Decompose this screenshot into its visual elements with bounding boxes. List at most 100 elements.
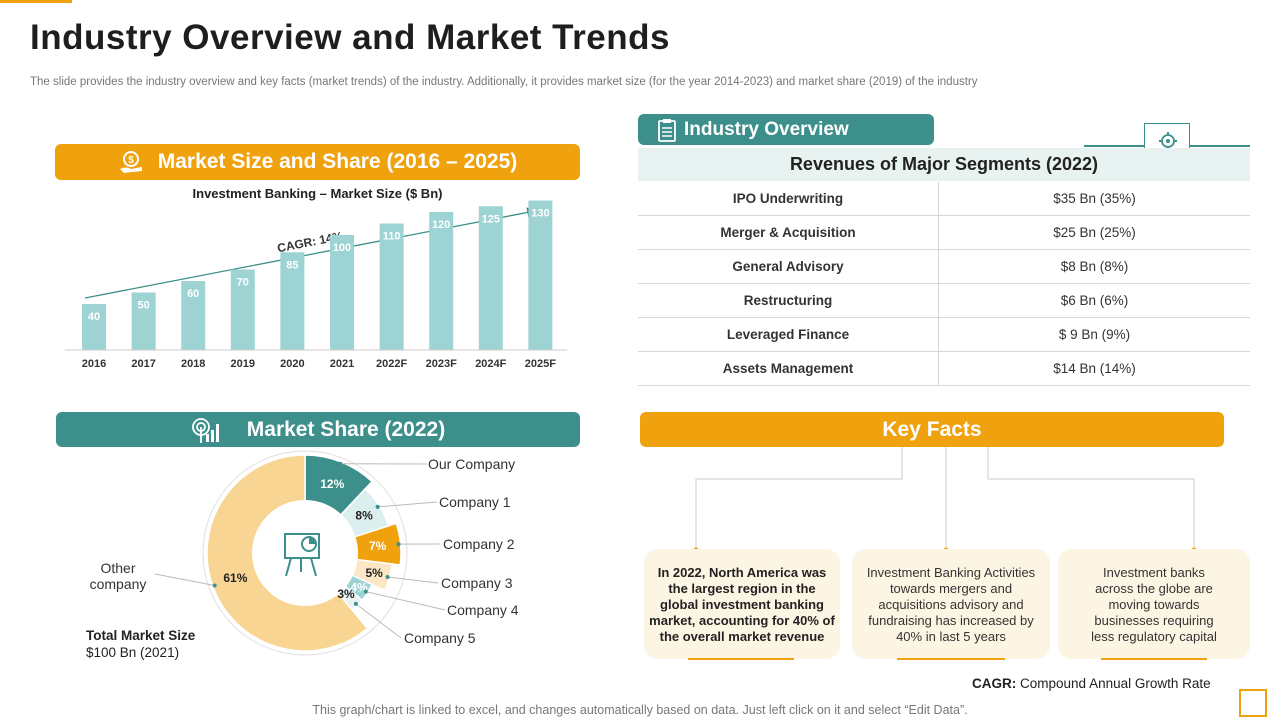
slice-value-label: 12% [320, 477, 344, 491]
table-row: Assets Management $14 Bn (14%) [638, 351, 1250, 386]
leader-dot [375, 504, 380, 509]
slice-value-label: 5% [365, 566, 383, 580]
x-tick-label: 2024F [475, 358, 506, 370]
leader-dot [396, 542, 401, 547]
market-size-banner-label: Market Size and Share (2016 – 2025) [157, 150, 518, 173]
legend-company-4: Company 4 [447, 602, 519, 618]
legend-company-5: Company 5 [404, 630, 476, 646]
leader-dot [385, 574, 390, 579]
leader-dot [363, 589, 368, 594]
total-market-size-value: $100 Bn (2021) [86, 645, 180, 660]
table-row: General Advisory $8 Bn (8%) [638, 249, 1250, 284]
x-tick-label: 2017 [131, 358, 155, 370]
leader-dot [212, 583, 217, 588]
key-fact-underline-3 [1101, 658, 1207, 660]
x-tick-label: 2025F [525, 358, 556, 370]
segment-name: IPO Underwriting [638, 182, 939, 216]
clipboard-icon [658, 118, 676, 142]
bar-value-label: 120 [432, 219, 450, 231]
donut-hole [252, 500, 358, 606]
cagr-definition-label: CAGR: [972, 676, 1017, 691]
segment-revenue: $25 Bn (25%) [938, 215, 1250, 250]
segment-name: Leveraged Finance [638, 317, 939, 352]
bar-2019 [230, 269, 255, 350]
cagr-definition: CAGR: Compound Annual Growth Rate [972, 676, 1211, 691]
leader-dot [338, 461, 343, 466]
bar-2023F [429, 212, 454, 350]
table-row: Merger & Acquisition $25 Bn (25%) [638, 215, 1250, 250]
target-chart-icon [191, 417, 219, 443]
legend-other-company: Other company [89, 560, 147, 592]
slice-value-label: 3% [337, 587, 355, 601]
bar-2022F [379, 223, 404, 350]
key-fact-underline-2 [897, 658, 1005, 660]
market-size-bar-chart: CAGR: 14% 402016502017602018702019852020… [65, 200, 567, 370]
key-facts-banner-label: Key Facts [882, 417, 982, 441]
bar-value-label: 110 [383, 231, 401, 243]
industry-overview-banner: Industry Overview [638, 114, 934, 145]
footer-note: This graph/chart is linked to excel, and… [312, 703, 968, 717]
key-fact-card-3: Investment banks across the globe are mo… [1058, 549, 1250, 659]
key-fact-text: Investment Banking Activities towards me… [866, 565, 1036, 644]
x-tick-label: 2021 [330, 358, 354, 370]
bar-value-label: 85 [286, 259, 298, 271]
table-row: Leveraged Finance $ 9 Bn (9%) [638, 317, 1250, 352]
key-fact-underline-1 [688, 658, 794, 660]
cagr-trend-arrow [84, 207, 538, 299]
leader-line [365, 591, 446, 611]
table-row: Restructuring $6 Bn (6%) [638, 283, 1250, 318]
segment-revenue: $ 9 Bn (9%) [938, 317, 1250, 352]
legend-company-3: Company 3 [441, 575, 513, 591]
bar-value-label: 70 [237, 277, 249, 289]
x-tick-label: 2018 [181, 358, 205, 370]
key-facts-connectors [693, 447, 1197, 553]
market-size-banner: $ Market Size and Share (2016 – 2025) [55, 144, 580, 180]
top-accent-line [0, 0, 72, 3]
leader-line [387, 576, 439, 584]
x-tick-label: 2022F [376, 358, 407, 370]
bar-2016 [82, 304, 106, 350]
svg-text:$: $ [128, 155, 134, 166]
table-row: IPO Underwriting $35 Bn (35%) [638, 182, 1250, 216]
leader-line [355, 603, 402, 639]
bar-value-label: 50 [137, 300, 149, 312]
bar-value-label: 60 [187, 288, 199, 300]
segment-revenue: $6 Bn (6%) [938, 283, 1250, 318]
key-facts-banner: Key Facts [640, 412, 1224, 447]
industry-overview-banner-label: Industry Overview [684, 118, 849, 140]
segment-name: Merger & Acquisition [638, 215, 939, 250]
bar-2018 [181, 281, 206, 350]
money-hand-icon: $ [119, 151, 142, 173]
market-share-banner-label: Market Share (2022) [246, 417, 446, 441]
presentation-board-icon [284, 533, 320, 577]
segments-table: IPO Underwriting $35 Bn (35%) Merger & Ac… [638, 182, 1250, 386]
segment-revenue: $8 Bn (8%) [938, 249, 1250, 284]
slice-value-label: 7% [369, 539, 387, 553]
key-fact-card-2: Investment Banking Activities towards me… [852, 549, 1050, 659]
segment-name: Restructuring [638, 283, 939, 318]
leader-line [154, 573, 215, 587]
slice-value-label: 61% [223, 571, 247, 585]
bar-2025F [528, 200, 553, 350]
segment-revenue: $35 Bn (35%) [938, 182, 1250, 216]
segment-revenue: $14 Bn (14%) [938, 351, 1250, 386]
total-market-size-label: Total Market Size [86, 628, 196, 643]
page-subtitle: The slide provides the industry overview… [30, 76, 978, 88]
bar-chart-title: Investment Banking – Market Size ($ Bn) [192, 186, 443, 201]
x-tick-label: 2020 [280, 358, 304, 370]
bar-2020 [280, 252, 305, 350]
market-share-donut-chart: 12% 8% 7% 5%4%3% 61% [154, 450, 446, 656]
x-tick-label: 2019 [231, 358, 255, 370]
donut-outer-ring [202, 450, 408, 656]
leader-dot [353, 601, 358, 606]
key-fact-card-1: In 2022, North America was the largest r… [644, 549, 840, 659]
slice-value-label: 4% [350, 580, 368, 594]
bar-2021 [330, 235, 354, 350]
x-tick-label: 2023F [426, 358, 457, 370]
corner-square [1239, 689, 1267, 717]
segment-name: Assets Management [638, 351, 939, 386]
bar-value-label: 125 [482, 213, 500, 225]
cagr-definition-text: Compound Annual Growth Rate [1020, 676, 1211, 691]
key-fact-text: In 2022, North America was the largest r… [649, 565, 835, 644]
slice-value-label: 8% [355, 508, 373, 522]
